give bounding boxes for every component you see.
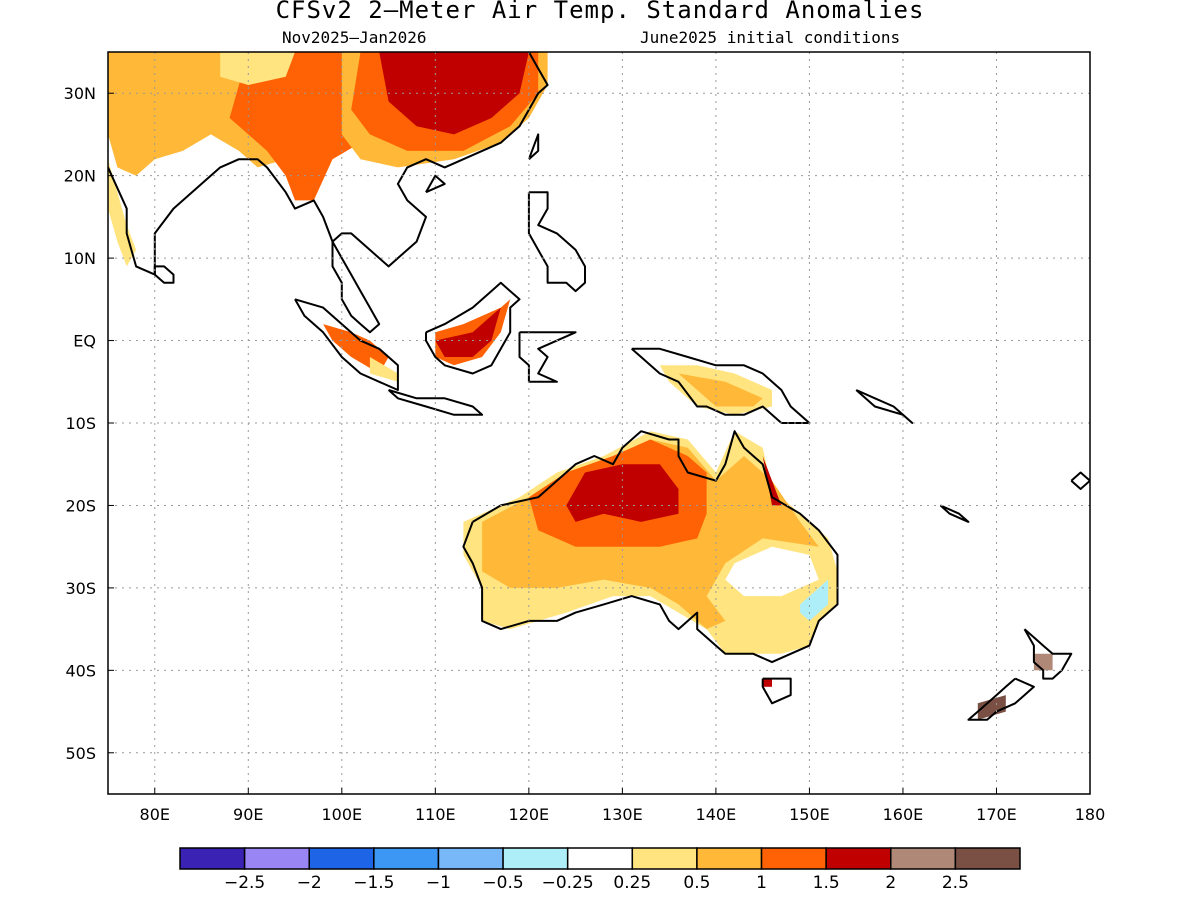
lon-tick-label: 100E (321, 805, 362, 824)
colorbar-label: −0.5 (482, 873, 523, 893)
colorbar-swatch (502, 847, 569, 870)
hainan-coastline (425, 174, 446, 194)
lon-tick-label: 150E (789, 805, 830, 824)
nz-south-coastline (967, 677, 1035, 721)
lon-tick-label: 90E (233, 805, 263, 824)
colorbar-label: −1.5 (353, 873, 394, 893)
map-title: CFSv2 2—Meter Air Temp. Standard Anomali… (275, 0, 925, 24)
lat-tick-label: 30S (65, 579, 96, 598)
colorbar-swatch (437, 847, 504, 870)
colorbar-swatch (566, 847, 634, 870)
colorbar-swatch (179, 847, 246, 870)
lat-tick-label: EQ (73, 332, 96, 351)
lon-tick-label: 140E (696, 805, 737, 824)
colorbar-label: 2 (885, 873, 896, 893)
colorbar-label: −2 (297, 873, 322, 893)
forecast-period: Nov2025—Jan2026 (282, 28, 427, 47)
colorbar-swatch (825, 847, 892, 870)
colorbar-label: −1 (426, 873, 451, 893)
lon-tick-label: 110E (415, 805, 456, 824)
colorbar-label: −0.25 (542, 873, 594, 893)
colorbar-label: 1 (756, 873, 767, 893)
tasmania-max-area (762, 678, 772, 687)
fiji-coastline (1070, 471, 1090, 490)
lat-tick-label: 50S (65, 744, 96, 763)
lat-tick-label: 20S (65, 496, 96, 515)
nz-south-warm-area (977, 695, 1006, 720)
colorbar: −2.5 −2 −1.5 −1 −0.5 −0.25 0.25 0.5 1 1.5 2 2.5 (179, 847, 1021, 893)
philippines-coastline (527, 191, 586, 293)
colorbar-swatch (631, 847, 698, 870)
tibet-weak-area (220, 52, 295, 85)
sumatra-weak-area (369, 357, 398, 382)
australia-coastline (462, 430, 839, 664)
colorbar-swatch (373, 847, 440, 870)
colorbar-label: 2.5 (942, 873, 969, 893)
asia-coastline (108, 52, 549, 334)
colorbar-swatch (696, 847, 763, 870)
new-guinea-warm-area (678, 373, 763, 407)
nz-north-coastline (1023, 628, 1073, 680)
lon-tick-label: 130E (602, 805, 643, 824)
china-max-area (379, 52, 529, 135)
taiwan-coastline (527, 133, 540, 160)
colorbar-label: 1.5 (813, 873, 840, 893)
colorbar-swatch (760, 847, 827, 870)
lon-tick-label: 80E (140, 805, 170, 824)
colorbar-label: −2.5 (224, 873, 265, 893)
initial-conditions: June2025 initial conditions (640, 28, 901, 47)
colorbar-swatch (954, 847, 1021, 870)
lat-tick-label: 30N (64, 84, 96, 103)
colorbar-swatch (308, 847, 375, 870)
grid-layer (108, 52, 1090, 794)
tasmania-coastline (761, 677, 792, 705)
borneo-max-area (435, 307, 501, 357)
lon-tick-label: 180 (1075, 805, 1106, 824)
sulawesi-coastline (518, 331, 577, 383)
lat-tick-label: 10S (65, 414, 96, 433)
solomon-coastline (855, 389, 914, 424)
lon-tick-label: 120E (509, 805, 550, 824)
lon-tick-label: 170E (976, 805, 1017, 824)
lat-tick-label: 20N (64, 167, 96, 186)
colorbar-swatch (890, 847, 957, 870)
nz-north-warm-area (1033, 653, 1053, 671)
java-coastline (387, 389, 484, 416)
sumatra-coastline (294, 298, 399, 391)
lat-tick-label: 10N (64, 249, 96, 268)
lon-tick-label: 160E (883, 805, 924, 824)
axis-tick-labels: 30N 20N 10N EQ 10S 20S 30S 40S 50S 80E 90E 100E 110E… (64, 84, 1106, 824)
colorbar-label: 0.5 (683, 873, 710, 893)
sri-lanka-coastline (153, 265, 175, 284)
colorbar-label: 0.25 (613, 873, 651, 893)
anomaly-fill-layer (108, 52, 1053, 720)
borneo-coastline (425, 281, 521, 375)
southeast-australia-cool-area (800, 579, 829, 621)
colorbar-swatch (243, 847, 310, 870)
australia-neutral-area (725, 546, 819, 597)
new-caledonia-coastline (939, 504, 970, 523)
lat-tick-label: 40S (65, 661, 96, 680)
